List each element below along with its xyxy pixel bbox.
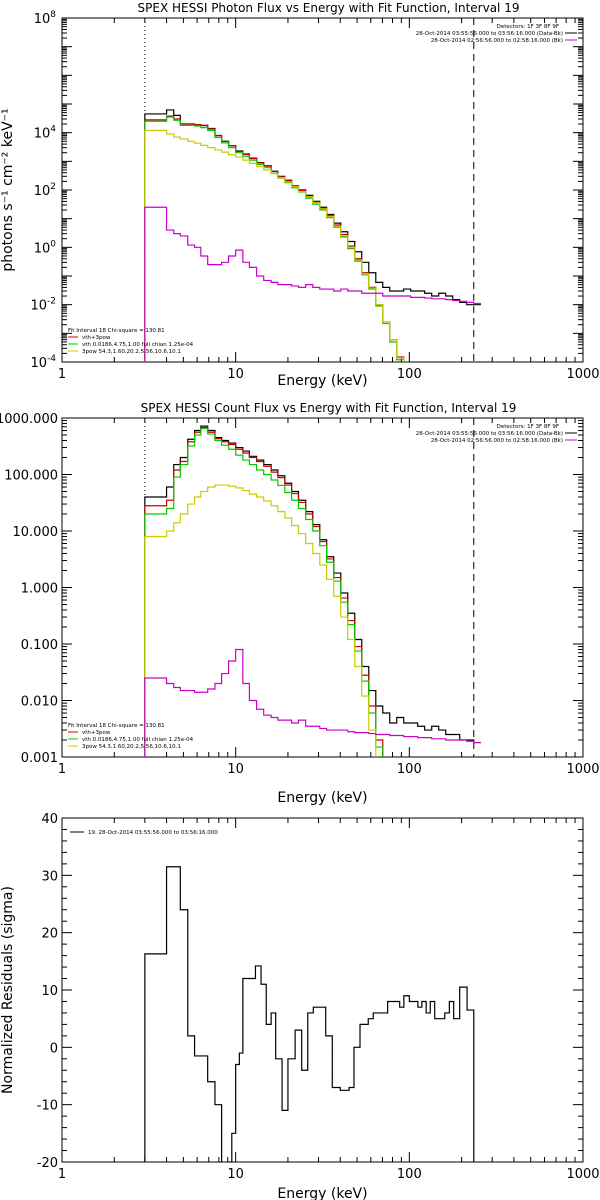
- series-4-line: [144, 648, 481, 757]
- y-tick-label: 0.100: [21, 638, 58, 653]
- series-group: [144, 109, 481, 362]
- legend-tr-entry: 28-Oct-2014 02:56:56.000 to 02:58:16.000…: [431, 38, 563, 44]
- y-tick-label: 40: [41, 812, 58, 827]
- series-4-line: [144, 206, 481, 362]
- legend-tr-entry: Detectors: 1F 3F 8F 9F: [497, 424, 559, 430]
- y-tick-label: 0: [50, 1041, 58, 1056]
- panel-1-title: SPEX HESSI Photon Flux vs Energy with Fi…: [138, 1, 520, 15]
- legend-bl-entry: vth 0.0186,4.75,1.00 full chian 1.25e-04: [82, 737, 194, 743]
- x-tick-label: 10: [227, 762, 244, 777]
- y-tick-label: 100.000: [4, 469, 58, 484]
- legend-tr-entry: 28-Oct-2014 03:55:56.000 to 03:56:16.000…: [416, 431, 563, 437]
- y-tick-label: 104: [34, 125, 57, 142]
- panel-3-ylabel: Normalized Residuals (sigma): [0, 886, 16, 1094]
- y-tick-label: 30: [41, 869, 58, 884]
- series-0-line: [144, 866, 475, 1162]
- y-tick-label: 0.001: [21, 751, 58, 766]
- plot-frame: [61, 417, 584, 758]
- x-tick-label: 1: [58, 762, 66, 777]
- series-0-line: [144, 425, 481, 757]
- y-tick-label: 1.000: [21, 582, 58, 597]
- x-tick-label: 10: [227, 367, 244, 382]
- y-tick-label: 102: [34, 182, 56, 199]
- y-tick-label: 10: [41, 984, 58, 999]
- y-tick-label: 100: [34, 239, 57, 256]
- panel-3-xlabel: Energy (keV): [277, 1186, 367, 1200]
- x-tick-label: 1000: [566, 762, 599, 777]
- x-tick-label: 10: [227, 1167, 244, 1182]
- panel-2-title: SPEX HESSI Count Flux vs Energy with Fit…: [141, 401, 517, 415]
- series-3-line: [144, 129, 405, 362]
- series-1-line: [144, 426, 384, 757]
- legend-bl-entry: Fit Interval 18 Chi-square = 130.81: [68, 328, 165, 334]
- series-0-line: [144, 109, 481, 362]
- panel-2-xlabel: Energy (keV): [277, 790, 367, 806]
- y-tick-label: 10.000: [13, 525, 59, 540]
- legend-tr-entry: 28-Oct-2014 03:55:56.000 to 03:56:16.000…: [416, 31, 563, 37]
- legend-bl-entry: vth 0.0186,4.75,1.00 full chian 1.25e-04: [82, 342, 194, 348]
- legend-tl-entry: 19. 28-Oct-2014 03:55:56.000 to 03:56:16…: [88, 830, 218, 836]
- plot-frame: [61, 817, 584, 1163]
- plot-frame: [61, 17, 584, 363]
- y-tick-label: 1000.000: [0, 412, 58, 427]
- series-2-line: [144, 116, 405, 362]
- series-group: [144, 866, 475, 1162]
- x-tick-label: 100: [397, 1167, 422, 1182]
- y-tick-label: 20: [41, 927, 58, 942]
- residuals-panel: Energy (keV) Normalized Residuals (sigma…: [0, 812, 600, 1200]
- y-tick-label: -10: [37, 1099, 58, 1114]
- y-tick-label: -20: [37, 1156, 58, 1171]
- x-tick-label: 1000: [566, 367, 599, 382]
- legend-tr-entry: 28-Oct-2014 02:56:56.000 to 02:58:16.000…: [431, 438, 563, 444]
- legend-bl-entry: 3pow 54.3,1.60,20.2,5.56,10.6,10.1: [82, 349, 181, 355]
- series-2-line: [144, 427, 384, 757]
- panel-1-ylabel: photons s⁻¹ cm⁻² keV⁻¹: [0, 108, 16, 271]
- x-tick-label: 1: [58, 367, 66, 382]
- y-tick-label: 0.010: [21, 695, 58, 710]
- y-tick-label: 108: [34, 10, 57, 27]
- count-flux-panel: SPEX HESSI Count Flux vs Energy with Fit…: [0, 401, 600, 806]
- legend-bl-entry: vth+3pow: [82, 335, 111, 341]
- series-1-line: [144, 115, 405, 362]
- legend-bl-entry: 3pow 54.3,1.60,20.2,5.56,10.6,10.1: [82, 744, 181, 750]
- legend-bl-entry: Fit Interval 18 Chi-square = 130.81: [68, 723, 165, 729]
- x-tick-label: 1000: [566, 1167, 599, 1182]
- series-3-line: [144, 484, 377, 757]
- y-tick-label: 10-2: [30, 297, 56, 314]
- legend-tr-entry: Detectors: 1F 3F 8F 9F: [497, 24, 559, 30]
- panel-1-xlabel: Energy (keV): [277, 373, 367, 389]
- legend-bl-entry: vth+3pow: [82, 730, 111, 736]
- photon-flux-panel: SPEX HESSI Photon Flux vs Energy with Fi…: [0, 1, 600, 389]
- y-tick-label: 10-4: [30, 354, 56, 371]
- x-tick-label: 100: [397, 762, 422, 777]
- x-tick-label: 1: [58, 1167, 66, 1182]
- series-group: [144, 425, 481, 757]
- x-tick-label: 100: [397, 367, 422, 382]
